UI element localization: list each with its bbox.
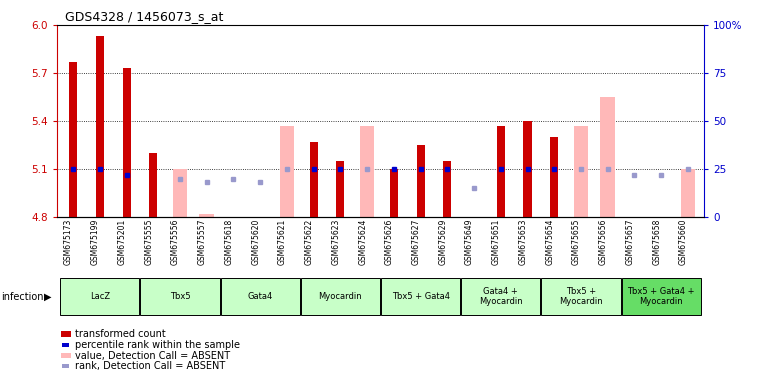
Text: Myocardin: Myocardin [319, 292, 362, 301]
FancyBboxPatch shape [461, 278, 540, 315]
FancyBboxPatch shape [221, 278, 300, 315]
Text: GSM675660: GSM675660 [679, 219, 688, 265]
Text: LacZ: LacZ [90, 292, 110, 301]
Bar [360, 126, 374, 217]
FancyBboxPatch shape [541, 278, 620, 315]
Text: GSM675622: GSM675622 [304, 219, 314, 265]
Bar [550, 137, 559, 217]
Bar [574, 126, 588, 217]
Text: GSM675624: GSM675624 [358, 219, 367, 265]
Text: Tbx5: Tbx5 [170, 292, 190, 301]
Bar [149, 153, 158, 217]
Bar [123, 68, 131, 217]
Text: GSM675201: GSM675201 [117, 219, 126, 265]
Text: Tbx5 + Gata4 +
Myocardin: Tbx5 + Gata4 + Myocardin [627, 287, 695, 306]
Text: GSM675555: GSM675555 [145, 219, 153, 265]
Bar [497, 126, 505, 217]
Text: GSM675173: GSM675173 [64, 219, 73, 265]
Bar [336, 161, 345, 217]
Bar [199, 214, 214, 217]
Text: GSM675621: GSM675621 [278, 219, 287, 265]
Text: Gata4: Gata4 [247, 292, 273, 301]
Bar [69, 62, 77, 217]
Bar [416, 145, 425, 217]
Text: GDS4328 / 1456073_s_at: GDS4328 / 1456073_s_at [65, 10, 223, 23]
Text: GSM675658: GSM675658 [652, 219, 661, 265]
Text: transformed count: transformed count [75, 329, 165, 339]
FancyBboxPatch shape [60, 278, 139, 315]
Text: GSM675557: GSM675557 [198, 219, 207, 265]
Bar [600, 97, 615, 217]
Bar [96, 36, 104, 217]
Text: Gata4 +
Myocardin: Gata4 + Myocardin [479, 287, 523, 306]
FancyBboxPatch shape [381, 278, 460, 315]
Text: GSM675653: GSM675653 [518, 219, 527, 265]
Bar [524, 121, 531, 217]
Bar [443, 161, 451, 217]
Text: GSM675620: GSM675620 [251, 219, 260, 265]
Text: GSM675656: GSM675656 [599, 219, 608, 265]
Text: GSM675649: GSM675649 [465, 219, 474, 265]
Text: GSM675654: GSM675654 [545, 219, 554, 265]
Text: GSM675556: GSM675556 [171, 219, 180, 265]
Text: ▶: ▶ [44, 291, 52, 302]
Bar [680, 169, 696, 217]
Bar [310, 142, 318, 217]
Text: GSM675199: GSM675199 [91, 219, 100, 265]
Text: GSM675655: GSM675655 [572, 219, 581, 265]
Text: GSM675651: GSM675651 [492, 219, 501, 265]
Text: percentile rank within the sample: percentile rank within the sample [75, 340, 240, 350]
Bar [173, 169, 187, 217]
Text: GSM675623: GSM675623 [331, 219, 340, 265]
Text: GSM675629: GSM675629 [438, 219, 447, 265]
Bar [279, 126, 295, 217]
Bar [390, 169, 398, 217]
Text: GSM675626: GSM675626 [385, 219, 394, 265]
Text: GSM675618: GSM675618 [224, 219, 234, 265]
Text: value, Detection Call = ABSENT: value, Detection Call = ABSENT [75, 351, 230, 361]
Text: Tbx5 + Gata4: Tbx5 + Gata4 [392, 292, 450, 301]
Text: GSM675657: GSM675657 [626, 219, 635, 265]
FancyBboxPatch shape [141, 278, 220, 315]
Text: Tbx5 +
Myocardin: Tbx5 + Myocardin [559, 287, 603, 306]
FancyBboxPatch shape [301, 278, 380, 315]
Text: GSM675627: GSM675627 [412, 219, 421, 265]
FancyBboxPatch shape [622, 278, 701, 315]
Text: rank, Detection Call = ABSENT: rank, Detection Call = ABSENT [75, 361, 224, 371]
Text: infection: infection [2, 291, 44, 302]
